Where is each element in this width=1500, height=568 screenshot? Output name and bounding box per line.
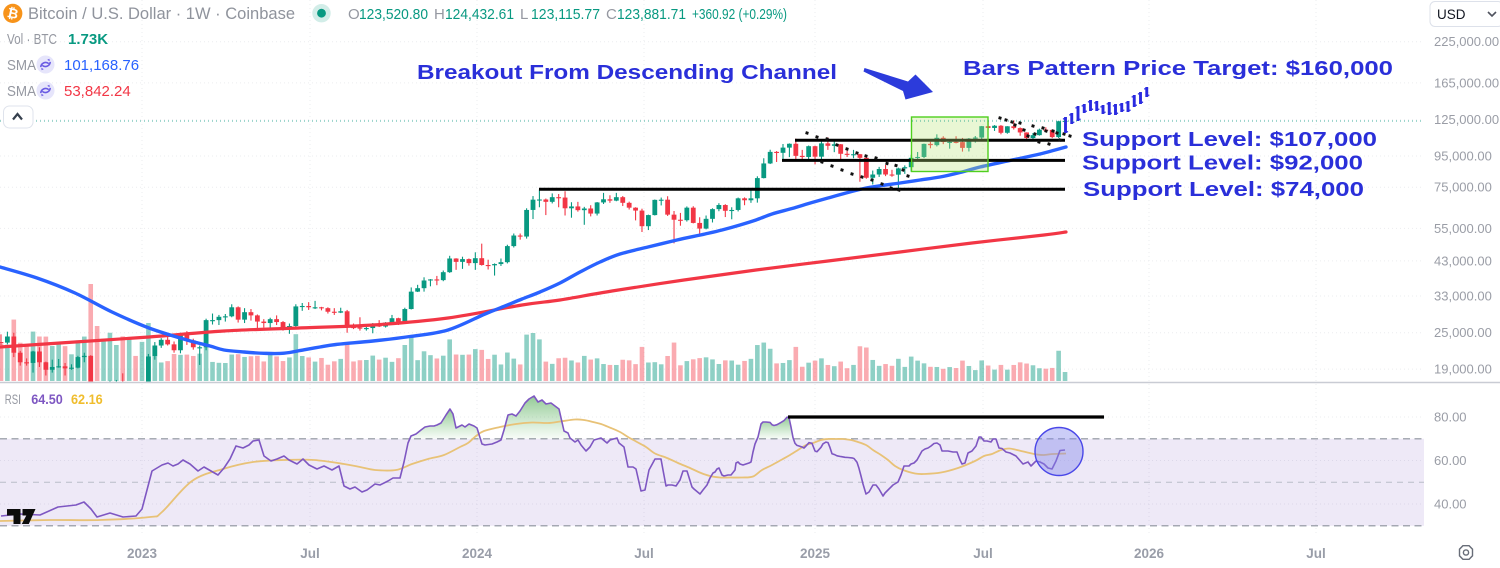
svg-text:C: C (606, 6, 617, 23)
svg-text:O: O (348, 6, 360, 23)
svg-text:Support Level: $92,000: Support Level: $92,000 (1082, 152, 1363, 175)
svg-text:+360.92 (+0.29%): +360.92 (+0.29%) (692, 6, 787, 23)
svg-text:62.16: 62.16 (71, 392, 103, 407)
svg-text:USD: USD (1437, 7, 1466, 22)
svg-text:40.00: 40.00 (1434, 496, 1467, 511)
svg-text:33,000.00: 33,000.00 (1434, 288, 1492, 303)
svg-text:Support Level: $74,000: Support Level: $74,000 (1083, 178, 1364, 201)
svg-text:125,000.00: 125,000.00 (1434, 112, 1499, 127)
svg-text:75,000.00: 75,000.00 (1434, 180, 1492, 195)
svg-text:Jul: Jul (1306, 546, 1326, 561)
svg-text:Jul: Jul (300, 546, 320, 561)
svg-text:Bars Pattern Price Target: $16: Bars Pattern Price Target: $160,000 (963, 57, 1393, 80)
svg-text:1.73K: 1.73K (68, 31, 108, 48)
svg-text:123,520.80: 123,520.80 (359, 6, 428, 23)
svg-text:80.00: 80.00 (1434, 409, 1467, 424)
svg-text:2023: 2023 (127, 546, 158, 561)
svg-text:2025: 2025 (800, 546, 831, 561)
svg-text:SMA: SMA (7, 57, 36, 74)
svg-text:19,000.00: 19,000.00 (1434, 362, 1492, 377)
svg-text:2024: 2024 (462, 546, 493, 561)
svg-text:123,881.71: 123,881.71 (617, 6, 686, 23)
svg-text:124,432.61: 124,432.61 (445, 6, 514, 23)
svg-text:Breakout From Descending Chann: Breakout From Descending Channel (417, 61, 837, 84)
svg-text:Bitcoin / U.S. Dollar · 1W · C: Bitcoin / U.S. Dollar · 1W · Coinbase (28, 4, 295, 23)
svg-text:43,000.00: 43,000.00 (1434, 253, 1492, 268)
svg-text:225,000.00: 225,000.00 (1434, 34, 1499, 49)
svg-text:2026: 2026 (1134, 546, 1165, 561)
svg-text:101,168.76: 101,168.76 (64, 57, 139, 74)
svg-text:Jul: Jul (973, 546, 993, 561)
svg-text:165,000.00: 165,000.00 (1434, 75, 1499, 90)
svg-text:₿: ₿ (6, 5, 20, 22)
svg-text:SMA: SMA (7, 83, 36, 100)
svg-text:53,842.24: 53,842.24 (64, 83, 131, 100)
svg-text:64.50: 64.50 (31, 392, 63, 407)
svg-text:25,000.00: 25,000.00 (1434, 325, 1492, 340)
svg-text:H: H (434, 6, 445, 23)
svg-text:60.00: 60.00 (1434, 453, 1467, 468)
svg-text:Support Level: $107,000: Support Level: $107,000 (1082, 128, 1377, 151)
svg-text:55,000.00: 55,000.00 (1434, 221, 1492, 236)
svg-text:RSI: RSI (5, 392, 21, 407)
svg-text:Vol · BTC: Vol · BTC (7, 31, 57, 48)
svg-text:L: L (520, 6, 528, 23)
svg-text:Jul: Jul (634, 546, 654, 561)
svg-text:123,115.77: 123,115.77 (531, 6, 600, 23)
svg-text:95,000.00: 95,000.00 (1434, 148, 1492, 163)
